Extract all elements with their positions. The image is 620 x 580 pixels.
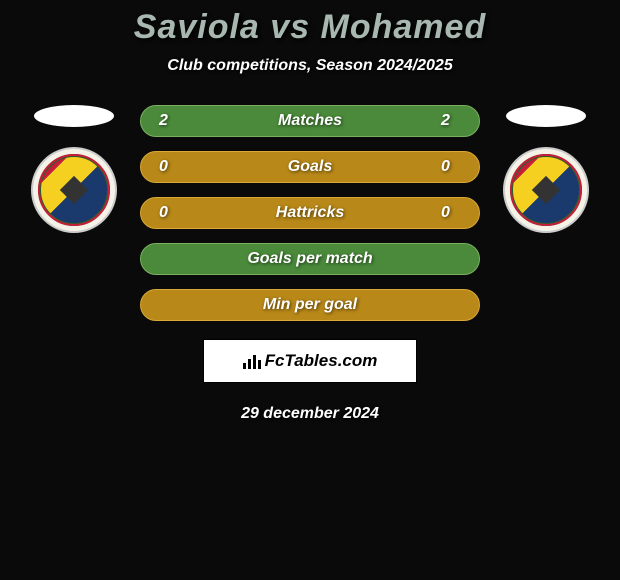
page-title: Saviola vs Mohamed <box>134 8 486 47</box>
stat-row: 0 Goals 0 <box>140 151 480 183</box>
watermark-text: FcTables.com <box>265 351 378 371</box>
subtitle: Club competitions, Season 2024/2025 <box>167 57 452 75</box>
left-player-column <box>24 105 124 233</box>
stat-label: Hattricks <box>276 204 344 222</box>
stat-label: Min per goal <box>263 296 357 314</box>
badge-graphic-icon <box>510 154 582 226</box>
right-club-badge <box>503 147 589 233</box>
watermark: FcTables.com <box>243 351 378 371</box>
stat-row: 2 Matches 2 <box>140 105 480 137</box>
stats-list: 2 Matches 2 0 Goals 0 0 Hattricks 0 Goals per mat… <box>140 105 480 321</box>
stat-row: 0 Hattricks 0 <box>140 197 480 229</box>
stat-label: Matches <box>278 112 342 130</box>
comparison-container: Saviola vs Mohamed Club competitions, Se… <box>0 0 620 580</box>
stat-value-right: 2 <box>441 112 461 130</box>
chart-bars-icon <box>243 353 261 369</box>
stat-value-right: 0 <box>441 204 461 222</box>
stat-row: Min per goal <box>140 289 480 321</box>
left-club-badge <box>31 147 117 233</box>
right-player-column <box>496 105 596 233</box>
stat-value-left: 2 <box>159 112 179 130</box>
stat-value-right: 0 <box>441 158 461 176</box>
stat-label: Goals <box>288 158 332 176</box>
stat-label: Goals per match <box>247 250 372 268</box>
stat-row: Goals per match <box>140 243 480 275</box>
stats-area: 2 Matches 2 0 Goals 0 0 Hattricks 0 Goals per mat… <box>0 105 620 321</box>
badge-graphic-icon <box>38 154 110 226</box>
left-player-avatar <box>34 105 114 127</box>
stat-value-left: 0 <box>159 204 179 222</box>
date-label: 29 december 2024 <box>241 405 379 423</box>
right-player-avatar <box>506 105 586 127</box>
watermark-box: FcTables.com <box>203 339 417 383</box>
stat-value-left: 0 <box>159 158 179 176</box>
